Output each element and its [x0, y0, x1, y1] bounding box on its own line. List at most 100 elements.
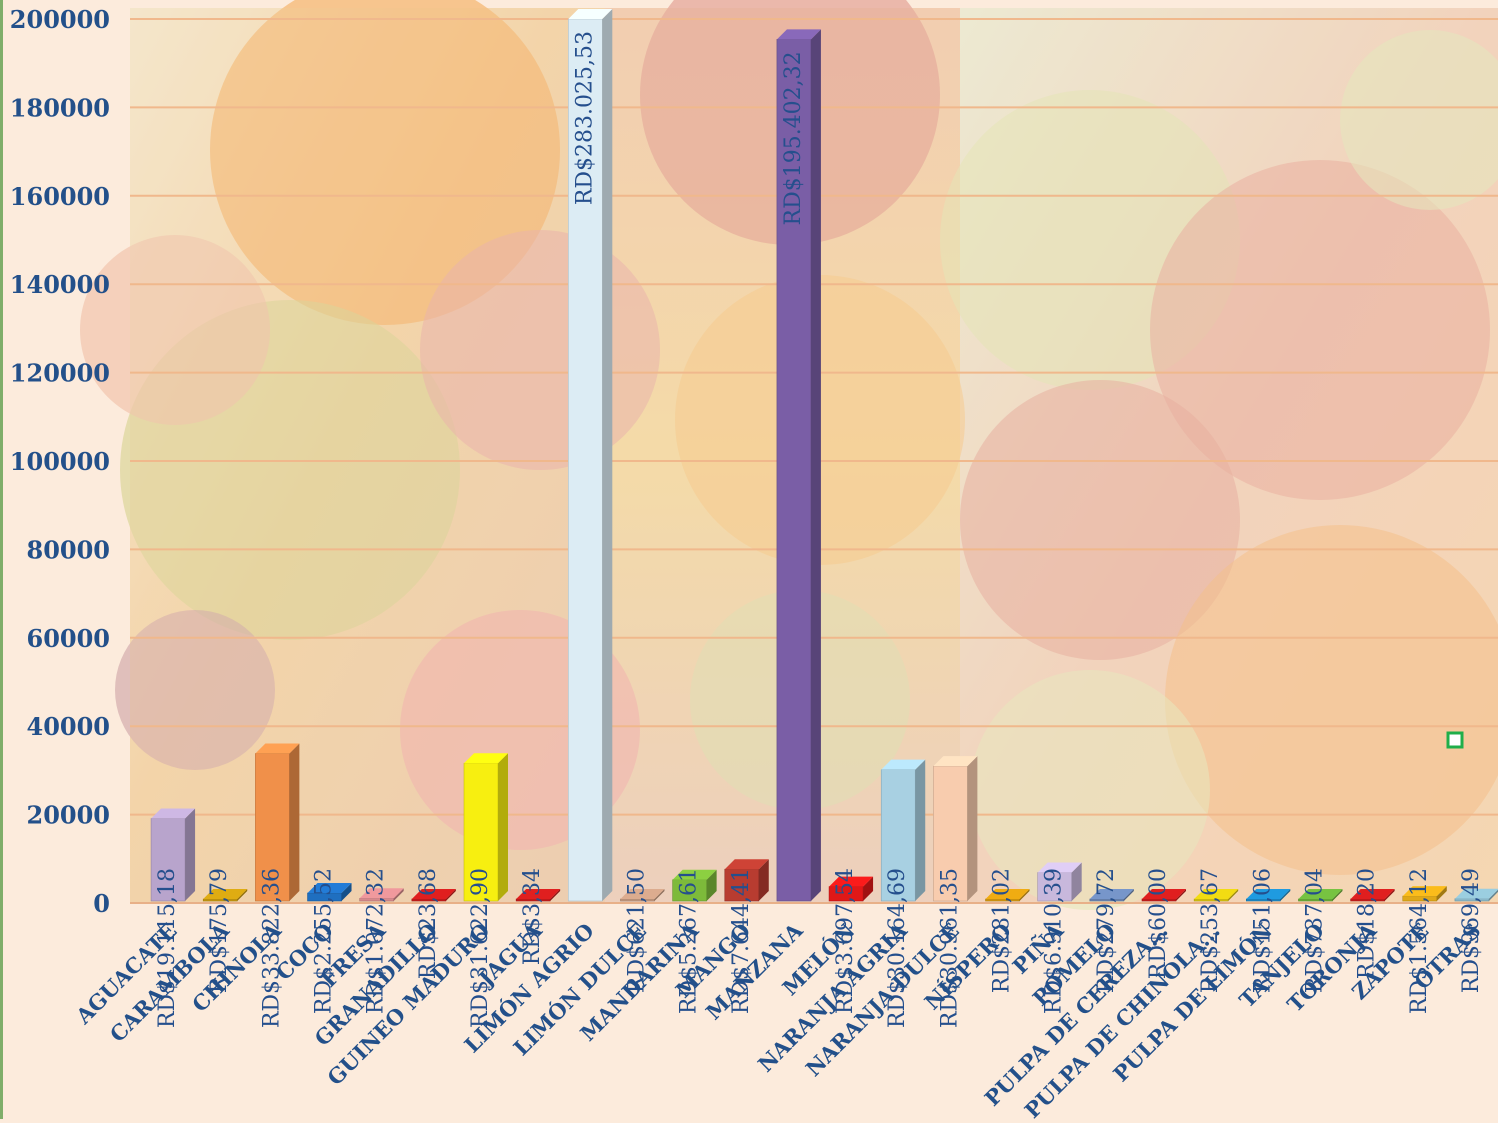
- bar-top: [307, 883, 352, 894]
- y-tick-label: 120000: [10, 359, 110, 388]
- bar-top: [1142, 889, 1186, 899]
- bar-side: [1384, 889, 1395, 901]
- bar-top: [151, 808, 196, 819]
- bar-top: [1246, 889, 1291, 899]
- y-tick-label: 140000: [10, 270, 110, 299]
- bar-side: [1488, 889, 1498, 901]
- bar-top: [1402, 886, 1447, 897]
- data-label: RD$737,04: [1302, 868, 1327, 993]
- bar-side: [393, 888, 404, 901]
- data-label: RD$281,02: [990, 868, 1015, 993]
- bar-side: [289, 743, 300, 901]
- data-label: RD$283.025,53: [572, 31, 597, 205]
- bar-top: [1194, 889, 1239, 899]
- fruit-background-photo: [80, 0, 1498, 910]
- data-label: RD$279,72: [1094, 868, 1119, 993]
- bar-side: [341, 883, 352, 901]
- bar: [150, 818, 186, 902]
- data-label: RD$19.115,18: [155, 868, 180, 1028]
- bar: [463, 762, 499, 902]
- bar-top: [255, 743, 300, 754]
- bar-side: [1019, 889, 1030, 901]
- data-label: RD$253,67: [1198, 868, 1223, 993]
- bar-side: [1436, 886, 1447, 901]
- bar-top: [464, 753, 508, 764]
- bar: [724, 868, 760, 902]
- data-label: RD$3.697,54: [833, 868, 858, 1014]
- y-tick-label: 60000: [27, 624, 111, 653]
- bar-top: [359, 888, 404, 899]
- bar: [255, 753, 290, 902]
- bar-side: [810, 29, 821, 902]
- bar-top: [724, 859, 769, 870]
- data-label: RD$60,00: [1146, 868, 1171, 979]
- bar-top: [411, 889, 456, 899]
- bar-side: [654, 889, 665, 901]
- bar-top: [672, 869, 717, 880]
- bar-side: [1332, 889, 1343, 901]
- data-label: RD$30.961,35: [937, 868, 962, 1028]
- data-label: RD$23,68: [416, 868, 441, 979]
- y-tick-label: 0: [93, 889, 110, 918]
- y-tick-label: 200000: [10, 5, 110, 34]
- bar-top: [829, 876, 874, 887]
- bar-side: [863, 876, 874, 901]
- bar-side: [1123, 889, 1134, 901]
- bar-top: [568, 9, 613, 19]
- bar-side: [1176, 889, 1186, 901]
- data-label: RD$30.164,69: [885, 868, 910, 1028]
- bar-top: [933, 756, 978, 767]
- data-label: RD$2.255,52: [312, 868, 337, 1014]
- data-label: RD$195.402,32: [781, 51, 806, 225]
- marker-square-icon: [1446, 731, 1464, 749]
- bar-side: [1280, 889, 1291, 901]
- data-label: RD$31.622,90: [468, 868, 493, 1028]
- bar-side: [1071, 862, 1082, 901]
- bar: [933, 765, 968, 902]
- bar-side: [967, 756, 978, 901]
- bar-side: [602, 9, 613, 901]
- bar: [776, 39, 812, 902]
- bar-side: [498, 753, 508, 901]
- bar-top: [1037, 862, 1082, 873]
- bar-side: [445, 889, 456, 901]
- data-label: RD$5.267,61: [677, 868, 702, 1014]
- data-label: RD$1.564,12: [1407, 868, 1432, 1014]
- bar-side: [706, 869, 717, 901]
- y-tick-label: 20000: [27, 801, 111, 830]
- y-tick-label: 160000: [10, 182, 110, 211]
- data-label: RD$18,20: [1355, 868, 1380, 979]
- bar: [568, 18, 603, 902]
- bar-top: [203, 889, 248, 899]
- y-tick-label: 180000: [10, 93, 110, 122]
- bar-top: [1454, 888, 1498, 899]
- bar-side: [550, 889, 561, 901]
- bar-top: [1298, 889, 1343, 899]
- data-label: RD$969,49: [1459, 868, 1484, 993]
- data-label: RD$1.072,32: [364, 868, 389, 1014]
- data-label: RD$151,06: [1250, 868, 1275, 993]
- data-label: RD$175,79: [207, 868, 232, 993]
- y-tick-label: 80000: [27, 535, 111, 564]
- bar-top: [620, 889, 665, 899]
- data-label: RD$6.910,39: [1042, 868, 1067, 1014]
- data-label: RD$33.822,36: [259, 868, 284, 1028]
- bar-top: [1089, 889, 1134, 899]
- bar-side: [185, 808, 196, 901]
- bar-top: [881, 759, 926, 770]
- bar: [880, 769, 916, 902]
- data-label: RD$621,50: [624, 868, 649, 993]
- bar-side: [237, 889, 248, 901]
- bar-side: [1228, 889, 1239, 901]
- bar-top: [1350, 889, 1395, 899]
- bar-side: [915, 759, 926, 901]
- bar-top: [516, 889, 561, 899]
- data-label: RD$3,34: [520, 868, 545, 965]
- left-edge-line: [0, 0, 3, 1119]
- bar-top: [985, 889, 1030, 899]
- y-tick-label: 40000: [27, 712, 111, 741]
- bar-top: [776, 29, 821, 40]
- data-label: RD$7.644,41: [729, 868, 754, 1014]
